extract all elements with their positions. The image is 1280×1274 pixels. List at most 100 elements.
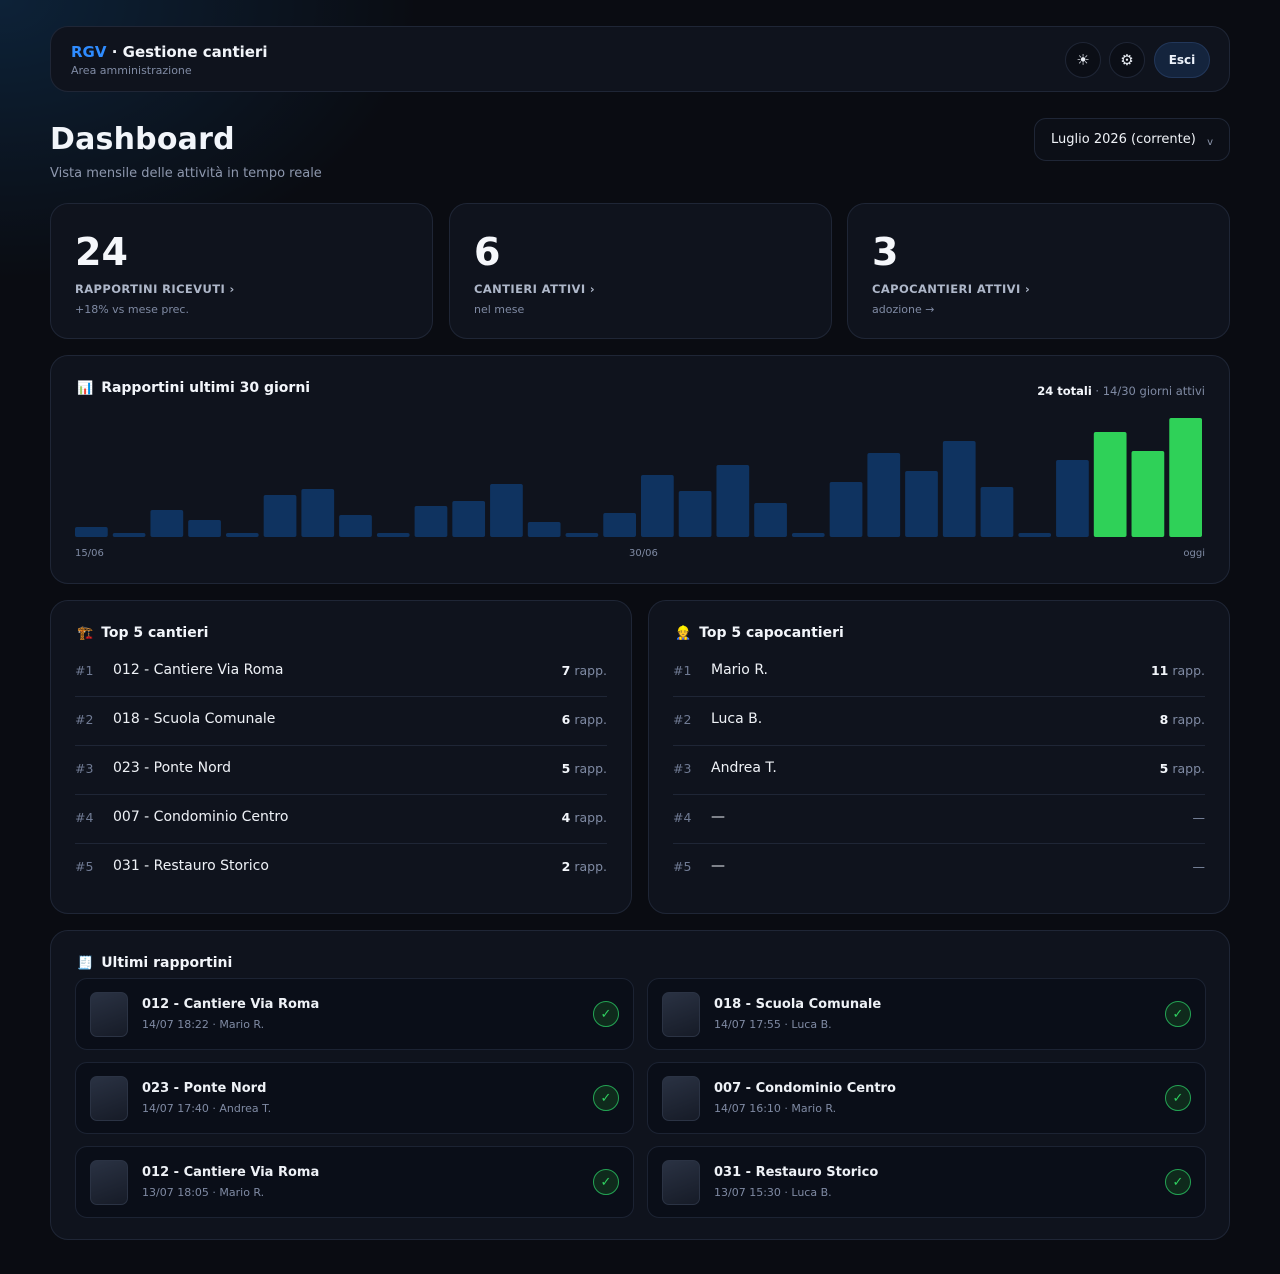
report-meta: 14/07 17:55 · Luca B.	[714, 1018, 832, 1031]
rank-unit: rapp.	[570, 761, 607, 776]
crane-icon: 🏗️	[77, 625, 94, 641]
report-thumbnail[interactable]	[90, 1160, 128, 1205]
chart-bar[interactable]	[263, 495, 297, 537]
rank-value: 7 rapp.	[562, 663, 607, 678]
chart-bar[interactable]	[75, 527, 108, 537]
list-item[interactable]: #2 018 - Scuola Comunale 6 rapp.	[75, 697, 607, 746]
app-brand: RGV · Gestione cantieri	[71, 43, 267, 61]
list-item[interactable]: #4 007 - Condominio Centro 4 rapp.	[75, 795, 607, 844]
report-item[interactable]: 031 - Restauro Storico 13/07 15:30 · Luc…	[647, 1146, 1206, 1218]
chart-bar[interactable]	[452, 501, 486, 537]
chart-bar[interactable]	[980, 487, 1014, 537]
chart-bar[interactable]	[942, 441, 976, 537]
report-meta: 14/07 18:22 · Mario R.	[142, 1018, 265, 1031]
app-subtitle: Area amministrazione	[71, 64, 192, 77]
stat-label[interactable]: CAPOCANTIERI ATTIVI ›	[872, 282, 1031, 296]
brand-logo-text: RGV	[71, 43, 107, 61]
rank-name: —	[711, 809, 725, 825]
list-item[interactable]: #5 031 - Restauro Storico 2 rapp.	[75, 844, 607, 893]
chart-bar[interactable]	[905, 471, 938, 537]
chart-bar[interactable]	[188, 520, 221, 537]
report-item[interactable]: 018 - Scuola Comunale 14/07 17:55 · Luca…	[647, 978, 1206, 1050]
chart-bar[interactable]	[225, 533, 259, 537]
stat-card-cantieri[interactable]: 6 CANTIERI ATTIVI › nel mese	[449, 203, 832, 339]
top-capocantieri-title: 👷 Top 5 capocantieri	[675, 625, 844, 641]
report-item[interactable]: 012 - Cantiere Via Roma 13/07 18:05 · Ma…	[75, 1146, 634, 1218]
list-item[interactable]: #1 012 - Cantiere Via Roma 7 rapp.	[75, 648, 607, 697]
top-bar: RGV · Gestione cantieri Area amministraz…	[50, 26, 1230, 92]
list-item[interactable]: #1 Mario R. 11 rapp.	[673, 648, 1205, 697]
chart-bar[interactable]	[565, 533, 599, 537]
report-thumbnail[interactable]	[90, 992, 128, 1037]
top-capocantieri-card: 👷 Top 5 capocantieri #1 Mario R. 11 rapp.…	[648, 600, 1230, 914]
list-item[interactable]: #3 Andrea T. 5 rapp.	[673, 746, 1205, 795]
report-thumbnail[interactable]	[662, 1160, 700, 1205]
rank-count: 6	[561, 712, 571, 727]
report-meta: 14/07 17:40 · Andrea T.	[142, 1102, 272, 1115]
chart-bar[interactable]	[339, 515, 372, 537]
chart-bar[interactable]	[829, 482, 863, 537]
chart-bar[interactable]	[490, 484, 523, 537]
report-item[interactable]: 023 - Ponte Nord 14/07 17:40 · Andrea T.…	[75, 1062, 634, 1134]
rank-name: 007 - Condominio Centro	[113, 809, 289, 825]
month-select[interactable]: Luglio 2026 (corrente) v	[1034, 118, 1230, 161]
x-axis-mid-label: 30/06	[629, 548, 658, 559]
report-title: 007 - Condominio Centro	[714, 1081, 896, 1096]
stat-label[interactable]: CANTIERI ATTIVI ›	[474, 282, 596, 296]
rank-name: —	[711, 858, 725, 874]
chart-bar[interactable]	[376, 533, 410, 537]
stat-note: nel mese	[474, 303, 525, 316]
month-selected-value: Luglio 2026 (corrente)	[1051, 132, 1196, 147]
report-item[interactable]: 012 - Cantiere Via Roma 14/07 18:22 · Ma…	[75, 978, 634, 1050]
chart-bar[interactable]	[1056, 460, 1089, 537]
stat-value: 24	[75, 230, 128, 274]
theme-toggle-button[interactable]: ☀	[1065, 42, 1101, 78]
rank-value: 8 rapp.	[1160, 712, 1205, 727]
report-meta: 13/07 18:05 · Mario R.	[142, 1186, 265, 1199]
logout-button[interactable]: Esci	[1154, 42, 1210, 78]
report-thumbnail[interactable]	[662, 1076, 700, 1121]
chart-bar[interactable]	[791, 533, 825, 537]
report-thumbnail[interactable]	[90, 1076, 128, 1121]
report-thumbnail[interactable]	[662, 992, 700, 1037]
chart-bar[interactable]	[641, 475, 674, 537]
report-meta: 14/07 16:10 · Mario R.	[714, 1102, 837, 1115]
chart-bar[interactable]	[1018, 533, 1052, 537]
chart-bar[interactable]	[754, 503, 787, 537]
app-name: Gestione cantieri	[122, 43, 268, 61]
gear-icon: ⚙	[1120, 51, 1134, 69]
chart-bar[interactable]	[603, 513, 636, 537]
report-title: 012 - Cantiere Via Roma	[142, 997, 320, 1012]
stat-note: +18% vs mese prec.	[75, 303, 189, 316]
list-item: #4 — —	[673, 795, 1205, 844]
list-item[interactable]: #3 023 - Ponte Nord 5 rapp.	[75, 746, 607, 795]
rank-unit: rapp.	[1168, 761, 1205, 776]
rank-name: 031 - Restauro Storico	[113, 858, 269, 874]
rank-number: #1	[673, 663, 692, 678]
stat-label[interactable]: RAPPORTINI RICEVUTI ›	[75, 282, 235, 296]
chart-bar[interactable]	[678, 491, 712, 537]
rank-value: 6 rapp.	[562, 712, 607, 727]
chart-bar[interactable]	[1093, 432, 1127, 537]
chart-bar[interactable]	[112, 533, 146, 537]
report-item[interactable]: 007 - Condominio Centro 14/07 16:10 · Ma…	[647, 1062, 1206, 1134]
bar-chart-icon: 📊	[77, 380, 94, 396]
stat-card-capocantieri[interactable]: 3 CAPOCANTIERI ATTIVI › adozione →	[847, 203, 1230, 339]
rank-number: #3	[673, 761, 692, 776]
chart-bar[interactable]	[150, 510, 184, 537]
reports-chart-card: 📊 Rapportini ultimi 30 giorni 24 totali ·…	[50, 355, 1230, 584]
list-item[interactable]: #2 Luca B. 8 rapp.	[673, 697, 1205, 746]
chart-bar[interactable]	[414, 506, 448, 537]
rank-name: Mario R.	[711, 662, 768, 678]
chart-bar[interactable]	[716, 465, 750, 537]
chart-bar[interactable]	[301, 489, 335, 537]
chart-bar[interactable]	[1131, 451, 1165, 537]
check-icon: ✓	[1165, 1169, 1191, 1195]
stat-note: adozione →	[872, 303, 935, 316]
stat-card-rapportini[interactable]: 24 RAPPORTINI RICEVUTI › +18% vs mese pr…	[50, 203, 433, 339]
chart-bar[interactable]	[867, 453, 901, 537]
rank-value: 5 rapp.	[562, 761, 607, 776]
chart-bar[interactable]	[527, 522, 561, 537]
settings-button[interactable]: ⚙	[1109, 42, 1145, 78]
chart-bar[interactable]	[1169, 418, 1202, 537]
